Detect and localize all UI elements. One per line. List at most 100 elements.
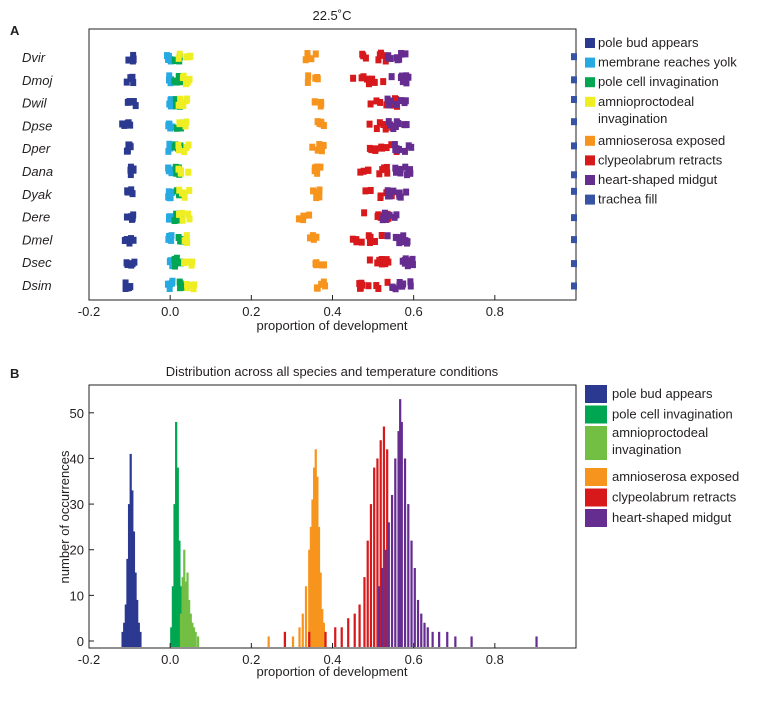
point-pole-bud-appears-dmoj: [123, 78, 130, 86]
point-pole-bud-appears-dana: [127, 171, 134, 179]
point-membrane-reaches-yolk-dvir: [167, 57, 174, 65]
bar-heart-shaped-midgut: [377, 586, 381, 647]
bar-amnioserosa-exposed: [313, 467, 316, 647]
point-amnioproctodeal-invagination-dana: [185, 168, 192, 176]
bar-amnioproctodeal-invagination: [186, 572, 189, 647]
bar-pole-bud-appears: [131, 490, 134, 647]
point-amnioserosa-exposed-dper: [318, 147, 325, 155]
bar-amnioserosa-exposed: [298, 627, 301, 647]
point-pole-bud-appears-dere: [130, 211, 137, 219]
point-amnioproctodeal-invagination-dpse: [182, 122, 189, 130]
point-trachea-fill-dana: [571, 171, 577, 179]
point-trachea-fill-dvir: [571, 53, 577, 61]
legend-swatch-membrane-reaches-yolk: [585, 57, 595, 68]
legend-swatch-pole-cell-invagination: [585, 405, 607, 424]
legend-swatch-heart-shaped-midgut: [585, 509, 607, 527]
point-heart-shaped-midgut-dyak: [390, 187, 397, 195]
species-label-dvir: Dvir: [22, 50, 46, 65]
bar-pole-cell-invagination: [178, 540, 181, 647]
point-amnioproctodeal-invagination-dmel: [184, 238, 191, 246]
point-amnioserosa-exposed-dsim: [318, 280, 325, 288]
point-heart-shaped-midgut-dpse: [387, 121, 394, 129]
point-amnioserosa-exposed-dsim: [322, 282, 329, 290]
point-amnioserosa-exposed-dvir: [304, 50, 311, 58]
point-pole-bud-appears-dyak: [125, 188, 132, 196]
point-heart-shaped-midgut-dana: [392, 168, 399, 176]
bar-clypeolabrum-retracts: [308, 631, 311, 647]
bar-clypeolabrum-retracts: [358, 604, 361, 647]
bar-pole-bud-appears: [132, 531, 136, 647]
point-heart-shaped-midgut-dmel: [400, 232, 407, 240]
bar-amnioserosa-exposed: [291, 636, 295, 647]
panel-b-title: Distribution across all species and temp…: [166, 364, 499, 379]
point-clypeolabrum-retracts-dsec: [385, 258, 392, 266]
point-heart-shaped-midgut-dwil: [384, 95, 391, 103]
species-label-dmel: Dmel: [22, 232, 53, 247]
point-heart-shaped-midgut-dper: [391, 141, 398, 149]
panel-a-x-tick-label: 0.8: [486, 304, 504, 319]
point-heart-shaped-midgut-dsec: [402, 259, 409, 267]
panel-b-x-tick-label: 0.2: [242, 652, 260, 667]
point-heart-shaped-midgut-dsim: [407, 278, 414, 286]
point-pole-bud-appears-dsec: [123, 259, 130, 267]
point-membrane-reaches-yolk-dper: [167, 143, 174, 151]
point-pole-cell-invagination-dmel: [175, 233, 182, 241]
point-membrane-reaches-yolk-dwil: [166, 100, 173, 108]
point-amnioserosa-exposed-dsec: [312, 260, 319, 268]
bar-amnioproctodeal-invagination: [194, 631, 197, 647]
bar-pole-bud-appears: [136, 599, 139, 647]
point-clypeolabrum-retracts-dyak: [377, 194, 384, 202]
bar-clypeolabrum-retracts: [340, 627, 343, 647]
point-heart-shaped-midgut-dsim: [407, 282, 414, 290]
point-amnioserosa-exposed-dper: [309, 143, 316, 151]
bar-clypeolabrum-retracts: [324, 631, 327, 647]
bar-pole-bud-appears: [129, 453, 132, 647]
point-clypeolabrum-retracts-dmoj: [380, 78, 387, 86]
bar-amnioproctodeal-invagination: [189, 613, 192, 647]
point-amnioserosa-exposed-dmoj: [305, 72, 312, 80]
legend-label-amnioserosa-exposed: amnioserosa exposed: [612, 469, 739, 484]
point-membrane-reaches-yolk-dyak: [169, 188, 176, 196]
point-pole-cell-invagination-dmoj: [171, 77, 178, 85]
point-amnioproctodeal-invagination-dvir: [176, 50, 183, 58]
legend-label-pole-bud-appears: pole bud appears: [612, 386, 713, 401]
point-heart-shaped-midgut-dmel: [403, 239, 410, 247]
bar-pole-bud-appears: [121, 631, 124, 647]
bar-clypeolabrum-retracts: [379, 440, 382, 647]
species-label-dmoj: Dmoj: [22, 73, 53, 88]
bar-amnioserosa-exposed: [321, 609, 324, 647]
point-clypeolabrum-retracts-dmel: [353, 236, 360, 244]
point-amnioserosa-exposed-dwil: [317, 102, 324, 110]
point-heart-shaped-midgut-dvir: [394, 56, 401, 64]
legend-label-pole-bud-appears: pole bud appears: [598, 35, 699, 50]
panel-a-x-tick-label: 0.4: [323, 304, 341, 319]
bar-heart-shaped-midgut: [397, 431, 400, 647]
point-heart-shaped-midgut-dper: [392, 146, 399, 154]
panel-b-x-tick-label: -0.2: [78, 652, 100, 667]
point-amnioserosa-exposed-dpse: [320, 121, 327, 129]
point-pole-bud-appears-dwil: [130, 98, 137, 106]
point-amnioproctodeal-invagination-dwil: [175, 101, 182, 109]
point-pole-bud-appears-dmel: [128, 235, 135, 243]
point-heart-shaped-midgut-dwil: [398, 97, 405, 105]
point-trachea-fill-dwil: [571, 95, 577, 103]
point-clypeolabrum-retracts-dsim: [365, 282, 372, 290]
legend-label-membrane-reaches-yolk: membrane reaches yolk: [598, 55, 737, 70]
panel-a-x-axis: -0.2 0.0 0.2 0.4 0.6 0.8: [78, 295, 504, 319]
bar-heart-shaped-midgut: [381, 567, 384, 647]
point-amnioserosa-exposed-dsec: [318, 261, 325, 269]
point-trachea-fill-dere: [571, 214, 577, 222]
point-amnioproctodeal-invagination-dper: [183, 143, 190, 151]
point-heart-shaped-midgut-dper: [396, 145, 403, 153]
species-label-dsim: Dsim: [22, 278, 52, 293]
point-clypeolabrum-retracts-dyak: [362, 187, 369, 195]
point-pole-cell-invagination-dere: [171, 217, 178, 225]
point-heart-shaped-midgut-dmel: [399, 238, 406, 246]
point-clypeolabrum-retracts-dsec: [382, 260, 389, 268]
point-clypeolabrum-retracts-dper: [388, 141, 395, 149]
point-pole-bud-appears-dmel: [121, 237, 128, 245]
panel-a-x-tick-label: 0.6: [405, 304, 423, 319]
point-clypeolabrum-retracts-dere: [361, 209, 368, 217]
point-amnioproctodeal-invagination-dyak: [176, 186, 183, 194]
